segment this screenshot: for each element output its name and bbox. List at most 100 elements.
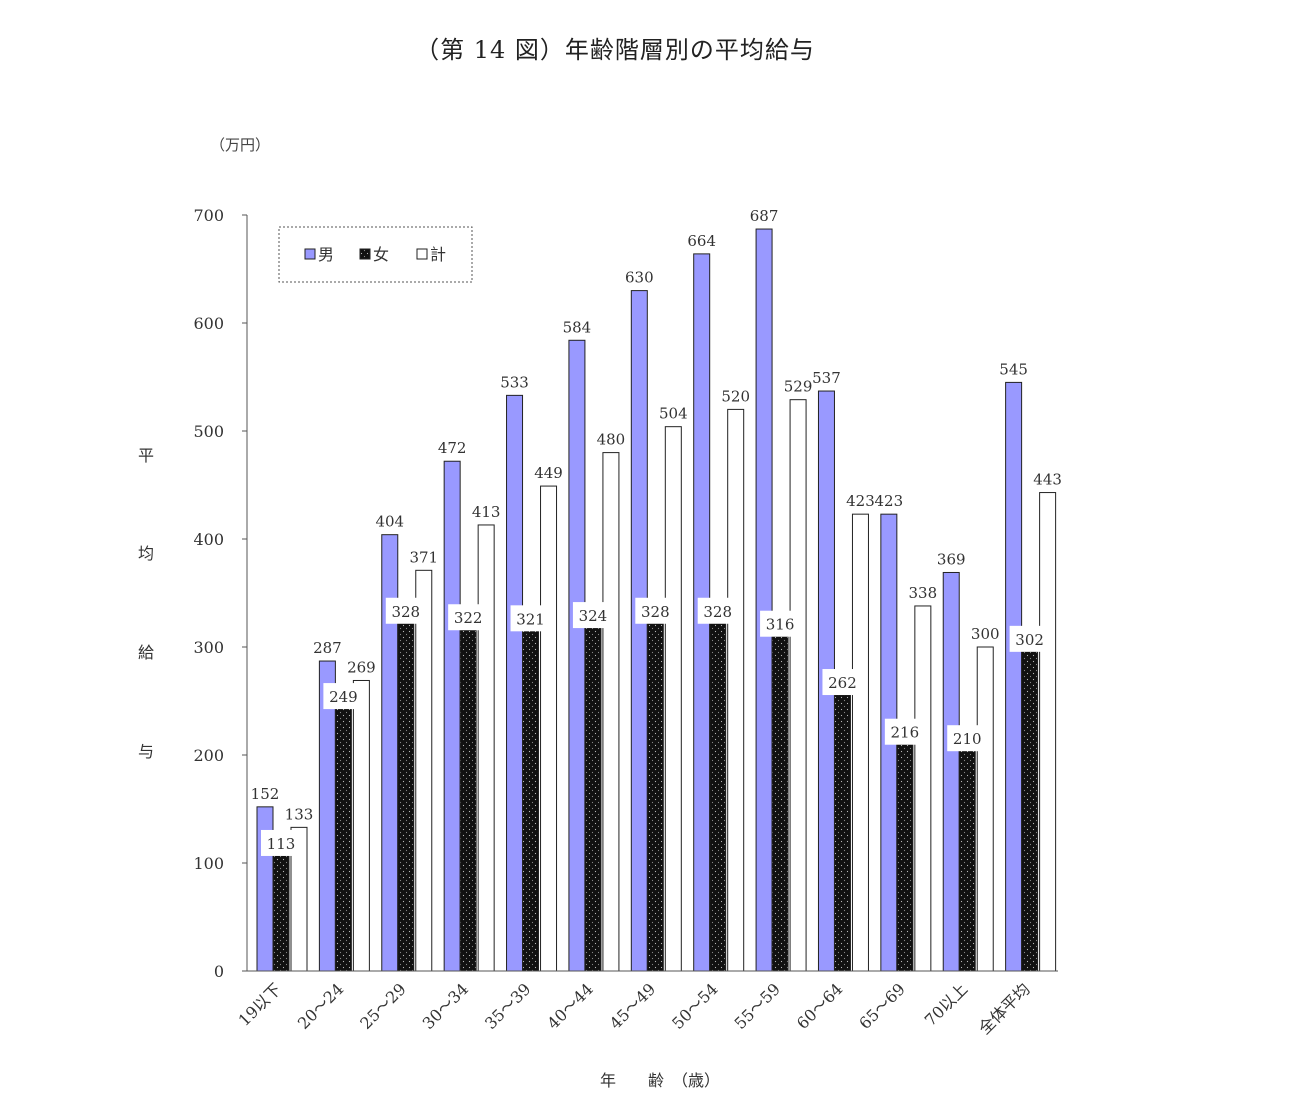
- x-tick-label: 65～69: [855, 979, 909, 1033]
- bar-female: [709, 616, 727, 972]
- data-label-total: 520: [721, 387, 750, 405]
- bar-total: [727, 408, 745, 972]
- y-tick-label: 400: [193, 530, 224, 549]
- bar-female: [272, 848, 290, 972]
- bar-male: [755, 228, 773, 972]
- x-tick-label: 25～29: [356, 979, 410, 1033]
- data-label-female-bg: [385, 597, 426, 624]
- data-label-total: 443: [1033, 471, 1062, 489]
- legend-swatch: [416, 248, 428, 260]
- data-label-female-bg: [884, 718, 925, 745]
- bar-total: [664, 426, 682, 972]
- bar-male: [568, 339, 586, 972]
- data-label-male: 584: [563, 318, 592, 336]
- data-label-female-bg: [510, 605, 551, 632]
- chart-title: （第 14 図）年齢階層別の平均給与: [415, 36, 815, 64]
- bar-total: [540, 485, 558, 972]
- data-label-female-bg: [572, 602, 613, 629]
- bar-total: [976, 646, 994, 972]
- bar-female: [896, 737, 914, 972]
- data-label-female: 328: [641, 603, 670, 621]
- data-label-female: 328: [391, 603, 420, 621]
- data-label-female-bg: [1009, 625, 1050, 652]
- data-label-total: 338: [909, 584, 938, 602]
- data-label-total: 529: [784, 378, 813, 396]
- bar-total: [477, 524, 495, 972]
- data-label-total: 413: [472, 503, 501, 521]
- x-tick-label: 60～64: [793, 979, 847, 1033]
- data-label-female-bg: [448, 604, 489, 631]
- bar-total: [602, 452, 620, 972]
- unit-label: （万円）: [210, 136, 270, 154]
- legend-swatch: [359, 248, 371, 260]
- data-label-total: 504: [659, 405, 688, 423]
- x-tick-label: 30～34: [419, 979, 473, 1033]
- legend-label: 男: [318, 245, 334, 264]
- bar-male: [1005, 381, 1023, 972]
- y-axis-title: 平均給与: [138, 446, 154, 761]
- data-label-male: 537: [812, 369, 841, 387]
- data-label-female: 113: [267, 835, 296, 853]
- bar-female: [646, 616, 664, 972]
- data-label-female: 321: [516, 610, 545, 628]
- legend-swatch: [304, 248, 316, 260]
- data-label-total: 269: [347, 658, 376, 676]
- data-label-female: 322: [454, 609, 483, 627]
- data-label-female-bg: [822, 669, 863, 696]
- data-label-male: 687: [750, 207, 779, 225]
- bar-total: [415, 569, 433, 972]
- x-tick-label: 35～39: [481, 979, 535, 1033]
- data-label-male: 630: [625, 269, 654, 287]
- data-label-male: 472: [438, 439, 467, 457]
- bar-female: [584, 620, 602, 972]
- data-label-male: 287: [313, 639, 342, 657]
- bar-total: [789, 399, 807, 972]
- data-label-female-bg: [947, 725, 988, 752]
- x-tick-label: 45～49: [606, 979, 660, 1033]
- data-label-male: 404: [375, 513, 404, 531]
- y-axis: 0 100 200 300 400 500 600 700: [193, 206, 248, 981]
- data-label-female: 316: [766, 616, 795, 634]
- data-label-female: 302: [1015, 631, 1044, 649]
- y-axis-title-char: 与: [138, 742, 154, 761]
- bar-male: [630, 290, 648, 972]
- y-tick-label: 300: [193, 638, 224, 657]
- bar-female: [1021, 644, 1039, 972]
- x-tick-label: 20～24: [294, 979, 348, 1033]
- bar-female: [958, 743, 976, 972]
- data-label-female-bg: [323, 683, 364, 710]
- data-label-female-bg: [261, 829, 301, 856]
- y-tick-label: 0: [214, 962, 224, 981]
- y-tick-label: 500: [193, 422, 224, 441]
- legend-label: 女: [373, 245, 389, 264]
- legend-label: 計: [430, 245, 446, 264]
- y-axis-title-char: 平: [138, 446, 154, 465]
- bar-female: [522, 623, 540, 972]
- bars: 152 133 113 287 269 249 404 371 328 472 413 322 533 4…: [251, 207, 1062, 972]
- x-tick-label: 19以下: [235, 979, 285, 1029]
- x-axis: 19以下 20～24 25～29 30～34 35～39 40～44 45～49 50～54 5…: [235, 970, 1058, 1038]
- bar-total: [914, 605, 932, 972]
- bar-female: [459, 622, 477, 972]
- bar-female: [833, 687, 851, 972]
- x-tick-label: 40～44: [543, 979, 597, 1033]
- data-label-total: 423: [846, 492, 875, 510]
- data-label-female: 262: [828, 674, 857, 692]
- bar-male: [443, 460, 461, 972]
- data-label-female: 328: [703, 603, 732, 621]
- x-axis-title: 年 齢 （歳）: [600, 1071, 720, 1090]
- x-tick-label: 全体平均: [975, 979, 1034, 1038]
- bar-total: [1039, 492, 1057, 972]
- bar-male: [942, 571, 960, 972]
- y-tick-label: 200: [193, 746, 224, 765]
- bar-male: [506, 394, 524, 972]
- data-label-male: 152: [251, 785, 280, 803]
- data-label-total: 480: [597, 431, 626, 449]
- data-label-female: 216: [891, 724, 920, 742]
- data-label-male: 423: [875, 492, 904, 510]
- bar-female: [397, 616, 415, 972]
- data-label-female: 324: [579, 607, 608, 625]
- data-label-total: 300: [971, 625, 1000, 643]
- data-label-total: 449: [534, 464, 563, 482]
